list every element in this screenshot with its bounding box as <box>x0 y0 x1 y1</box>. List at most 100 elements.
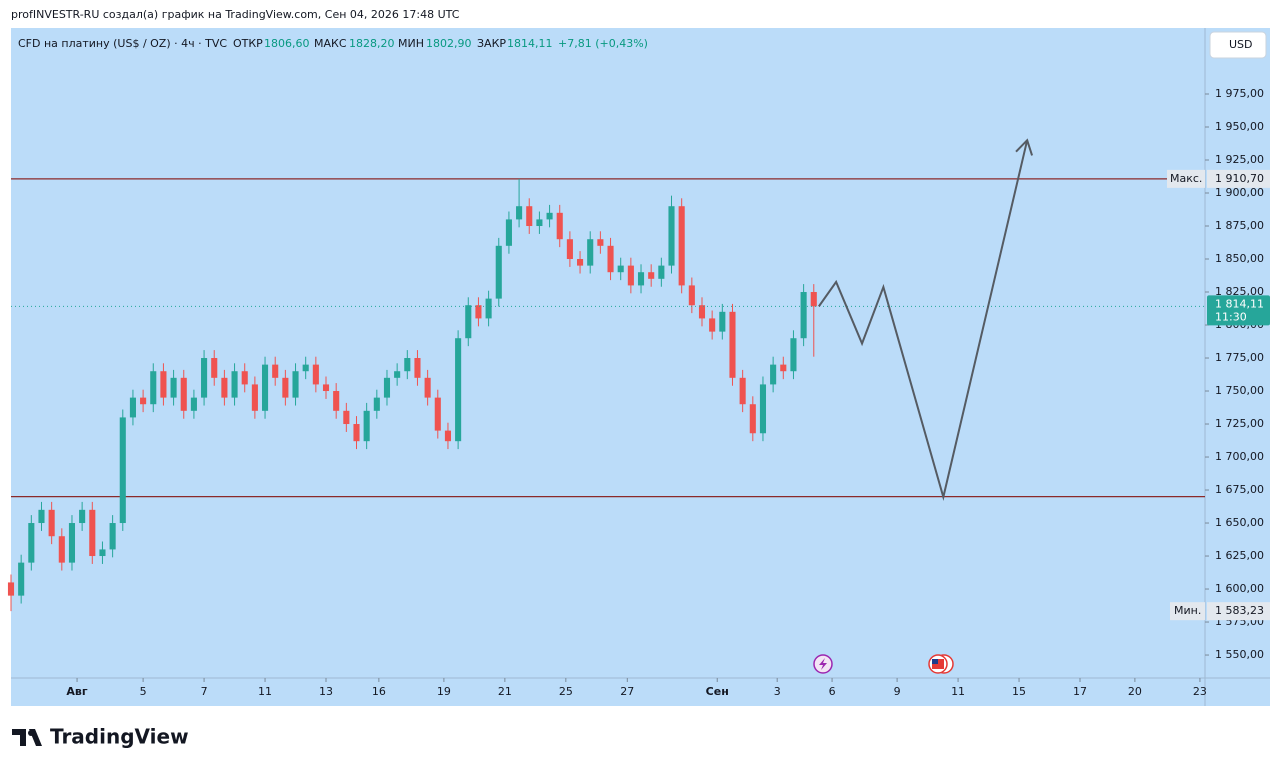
candle-body <box>800 292 807 339</box>
x-tick-label: 9 <box>894 685 901 698</box>
y-tick-label: 1 775,00 <box>1215 351 1264 364</box>
candle-body <box>292 371 299 398</box>
min-tag-label: Мин. <box>1174 604 1201 617</box>
candle-body <box>394 371 401 378</box>
legend-low-label: МИН <box>398 37 424 50</box>
candle-body <box>190 397 197 411</box>
candle-body <box>546 212 553 220</box>
x-tick-label: 6 <box>829 685 836 698</box>
candle-body <box>333 391 340 411</box>
candle-body <box>221 377 228 398</box>
logo-text: TradingView <box>50 725 189 749</box>
lightning <box>819 658 827 670</box>
candle-body <box>485 298 492 319</box>
legend-high: 1828,20 <box>349 37 395 50</box>
plot-area <box>11 28 1270 706</box>
candle-body <box>272 364 279 378</box>
y-tick-label: 1 950,00 <box>1215 120 1264 133</box>
x-tick-label: 7 <box>201 685 208 698</box>
candle-body <box>658 265 665 279</box>
candle-body <box>607 245 614 273</box>
min-value-box <box>1207 602 1270 621</box>
candle-body <box>719 311 726 332</box>
candle-body <box>729 311 736 378</box>
max-value: 1 910,70 <box>1215 172 1264 185</box>
x-tick-label: 16 <box>372 685 386 698</box>
candle-body <box>89 509 96 557</box>
y-tick-label: 1 925,00 <box>1215 153 1264 166</box>
candle-body <box>48 509 55 537</box>
x-tick-label: 11 <box>951 685 965 698</box>
currency[interactable]: USD <box>1229 38 1253 51</box>
event-icons <box>813 654 954 674</box>
y-tick-label: 1 750,00 <box>1215 384 1264 397</box>
legend: CFD на платину (US$ / OZ) · 4ч · TVC ОТК… <box>18 37 648 50</box>
candle-body <box>810 292 817 307</box>
x-tick-label: 25 <box>559 685 573 698</box>
candle-body <box>526 206 533 227</box>
candle-body <box>475 305 482 319</box>
candle-body <box>444 430 452 442</box>
candle-body <box>465 305 472 339</box>
x-tick-label: 27 <box>620 685 634 698</box>
currency-button[interactable] <box>1209 31 1267 59</box>
candle-body <box>353 424 360 442</box>
max-tag <box>1167 169 1205 188</box>
legend-symbol: CFD на платину (US$ / OZ) · 4ч · TVC <box>18 37 227 50</box>
x-tick-label: 13 <box>319 685 333 698</box>
last-price-box <box>1207 295 1270 326</box>
candle-body <box>129 397 136 418</box>
candle-body <box>414 358 421 378</box>
candle-body <box>587 239 594 266</box>
x-tick-label: 3 <box>774 685 781 698</box>
candle-body <box>119 417 126 524</box>
candle-body <box>282 377 289 398</box>
y-tick-label: 1 600,00 <box>1215 582 1264 595</box>
candle-body <box>99 549 106 557</box>
y-tick-label: 1 875,00 <box>1215 219 1264 232</box>
candle-body <box>150 371 157 405</box>
y-tick-label: 1 550,00 <box>1215 648 1264 661</box>
candle-body <box>28 523 35 563</box>
candle-body <box>516 206 523 220</box>
legend-low: 1802,90 <box>426 37 472 50</box>
x-tick-label: 15 <box>1012 685 1026 698</box>
candle-body <box>343 410 350 425</box>
candle-body <box>7 582 15 596</box>
countdown: 11:30 <box>1215 310 1247 323</box>
min-tag <box>1170 602 1205 621</box>
candle-body <box>434 397 441 431</box>
candle-body <box>780 364 787 372</box>
candle-body <box>597 239 604 246</box>
candle-body <box>739 377 746 405</box>
candle-body <box>648 272 655 279</box>
logo-dot <box>28 730 34 736</box>
candle-body <box>363 410 370 442</box>
legend-open-label: ОТКР <box>233 37 263 50</box>
candle-body <box>312 364 319 385</box>
candle-body <box>109 523 116 550</box>
legend-open: 1806,60 <box>264 37 310 50</box>
x-tick-label: 20 <box>1128 685 1142 698</box>
legend-close-label: ЗАКР <box>477 37 506 50</box>
candle-body <box>322 384 330 392</box>
header: profINVESTR-RU создал(а) график на Tradi… <box>11 8 460 21</box>
candle-body <box>455 338 462 442</box>
y-tick-label: 1 975,00 <box>1215 87 1264 100</box>
min-value: 1 583,23 <box>1215 604 1264 617</box>
projection-path <box>818 139 1029 501</box>
x-tick-label: 5 <box>140 685 147 698</box>
candle-body <box>759 384 767 434</box>
y-tick-label: 1 700,00 <box>1215 450 1264 463</box>
flag-canton <box>932 659 938 664</box>
candle-body <box>140 397 147 405</box>
max-tag-label: Макс. <box>1170 172 1202 185</box>
x-tick-label: Авг <box>66 685 87 698</box>
candle-body <box>688 285 695 306</box>
x-tick-label: 11 <box>258 685 272 698</box>
candle-body <box>556 212 563 240</box>
legend-close: 1814,11 <box>507 37 553 50</box>
candle-body <box>424 377 431 398</box>
last-price-label: 1 814,11 <box>1215 297 1264 310</box>
